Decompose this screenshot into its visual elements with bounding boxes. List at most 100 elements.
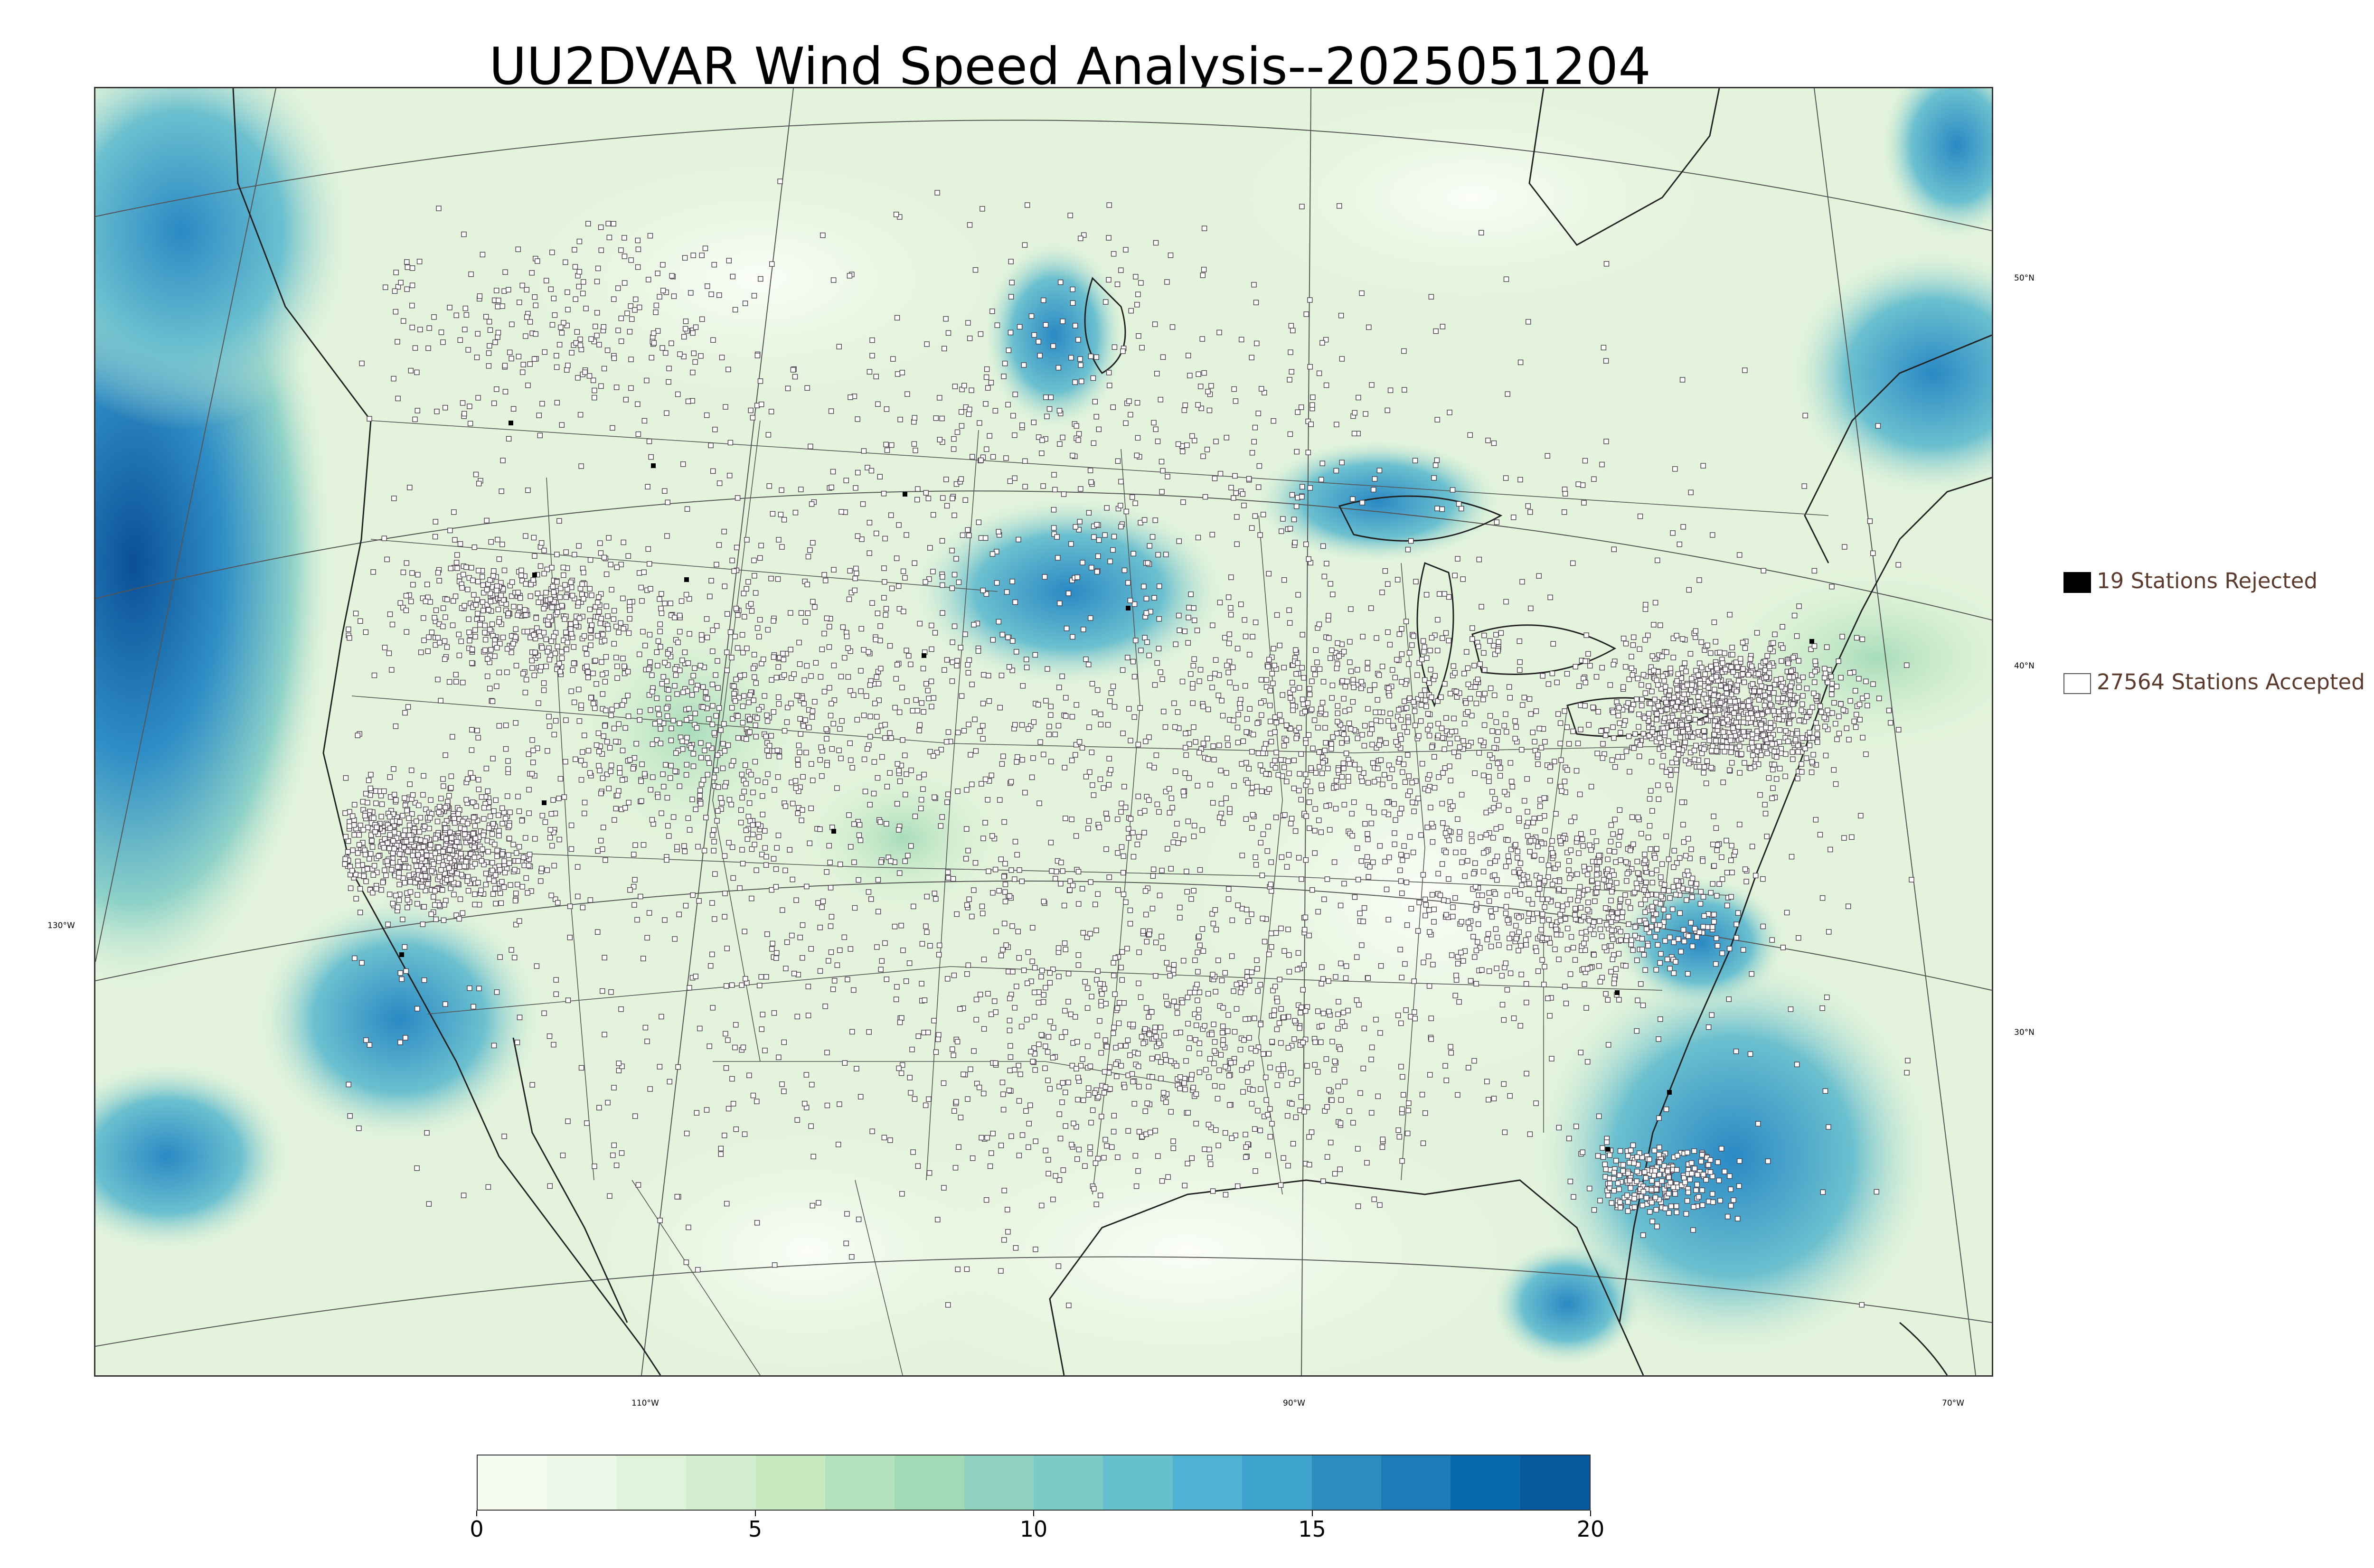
- accepted-station-marker: [1115, 887, 1121, 893]
- accepted-station-marker: [355, 863, 361, 868]
- accepted-station-marker: [519, 884, 525, 890]
- accepted-station-marker: [1154, 801, 1160, 807]
- accepted-station-marker: [1733, 921, 1739, 927]
- accepted-station-marker: [480, 832, 486, 838]
- accepted-station-marker: [1112, 991, 1118, 997]
- accepted-station-marker: [1430, 962, 1436, 967]
- accepted-station-marker: [762, 845, 768, 851]
- accepted-station-marker: [1818, 709, 1824, 715]
- accepted-station-marker: [1397, 947, 1403, 953]
- accepted-station-marker: [426, 634, 432, 640]
- accepted-station-marker: [1844, 725, 1850, 731]
- accepted-station-marker: [551, 634, 557, 639]
- accepted-station-marker: [1766, 663, 1772, 669]
- accepted-station-marker: [1637, 646, 1642, 652]
- accepted-station-marker: [824, 1050, 830, 1055]
- accepted-station-marker: [568, 621, 574, 627]
- accepted-station-marker: [1611, 952, 1617, 958]
- accepted-station-marker: [1118, 809, 1124, 815]
- accepted-station-marker: [1663, 684, 1668, 690]
- accepted-station-marker: [406, 822, 413, 828]
- accepted-station-marker: [790, 876, 795, 883]
- accepted-station-marker: [1488, 908, 1494, 914]
- accepted-station-marker: [756, 834, 762, 840]
- accepted-station-marker: [502, 870, 508, 875]
- accepted-station-marker: [733, 1126, 739, 1132]
- accepted-station-marker: [470, 799, 476, 805]
- accepted-station-marker: [1752, 873, 1759, 879]
- accepted-station-marker: [605, 613, 611, 619]
- accepted-station-marker: [1286, 852, 1292, 858]
- accepted-station-marker: [1758, 752, 1764, 758]
- accepted-station-marker: [555, 644, 560, 649]
- accepted-station-marker: [1190, 1085, 1196, 1090]
- accepted-station-marker: [1686, 587, 1692, 593]
- accepted-station-marker: [1089, 750, 1095, 755]
- accepted-station-marker: [1048, 394, 1054, 400]
- accepted-station-marker: [1606, 848, 1612, 854]
- accepted-station-marker: [1146, 797, 1152, 803]
- accepted-station-marker: [476, 480, 482, 487]
- accepted-station-marker: [1620, 684, 1626, 690]
- accepted-station-marker: [1524, 1070, 1529, 1077]
- accepted-station-marker: [1111, 1024, 1117, 1031]
- accepted-station-marker: [1107, 698, 1113, 704]
- accepted-station-marker: [1216, 1067, 1222, 1073]
- accepted-station-marker: [443, 836, 449, 842]
- accepted-station-marker: [927, 545, 933, 551]
- accepted-station-marker: [838, 755, 844, 761]
- accepted-station-marker: [1732, 699, 1738, 704]
- accepted-station-marker: [1046, 1034, 1052, 1040]
- accepted-station-marker: [1096, 825, 1102, 830]
- accepted-station-marker: [575, 600, 581, 605]
- accepted-station-marker: [1033, 1247, 1038, 1252]
- accepted-station-marker: [1062, 765, 1068, 770]
- accepted-station-marker: [1708, 664, 1714, 669]
- map-panel[interactable]: [94, 87, 1993, 1377]
- accepted-station-marker: [682, 848, 688, 854]
- accepted-station-marker: [425, 648, 431, 654]
- accepted-station-marker: [1220, 1042, 1226, 1048]
- accepted-station-marker: [980, 206, 985, 212]
- accepted-station-marker: [368, 851, 374, 857]
- accepted-station-marker: [1677, 910, 1683, 916]
- accepted-station-marker: [1030, 1059, 1036, 1064]
- accepted-station-marker: [1448, 1050, 1454, 1056]
- accepted-station-marker: [964, 971, 970, 977]
- accepted-station-marker: [1480, 696, 1486, 703]
- accepted-station-marker: [1239, 1067, 1245, 1073]
- accepted-station-marker: [1460, 958, 1466, 964]
- accepted-station-marker: [1080, 627, 1086, 632]
- accepted-station-marker: [1087, 1144, 1093, 1150]
- accepted-station-marker: [1131, 601, 1138, 607]
- accepted-station-marker: [1426, 907, 1432, 913]
- accepted-station-marker: [1711, 911, 1717, 918]
- accepted-station-marker: [980, 723, 986, 729]
- accepted-station-marker: [490, 860, 495, 866]
- accepted-station-marker: [1507, 1093, 1513, 1099]
- accepted-station-marker: [1639, 703, 1645, 709]
- accepted-station-marker: [1305, 418, 1311, 424]
- accepted-station-marker: [1094, 1033, 1101, 1039]
- accepted-station-marker: [1153, 1034, 1159, 1040]
- accepted-station-marker: [1000, 1091, 1006, 1097]
- accepted-station-marker: [772, 1262, 778, 1268]
- accepted-station-marker: [343, 775, 349, 781]
- accepted-station-marker: [646, 910, 652, 916]
- accepted-station-marker: [1315, 909, 1321, 915]
- accepted-station-marker: [423, 873, 428, 879]
- accepted-station-marker: [674, 844, 680, 850]
- accepted-station-marker: [1749, 740, 1755, 746]
- accepted-station-marker: [1048, 759, 1054, 765]
- accepted-station-marker: [1586, 722, 1592, 728]
- accepted-station-marker: [1623, 748, 1630, 754]
- accepted-station-marker: [479, 616, 485, 622]
- accepted-station-marker: [1119, 800, 1124, 807]
- accepted-station-marker: [1088, 1120, 1094, 1126]
- accepted-station-marker: [662, 917, 668, 923]
- accepted-station-marker: [1566, 858, 1572, 864]
- accepted-station-marker: [1032, 965, 1038, 971]
- accepted-station-marker: [1505, 391, 1510, 397]
- accepted-station-marker: [1286, 969, 1292, 975]
- accepted-station-marker: [1147, 543, 1152, 549]
